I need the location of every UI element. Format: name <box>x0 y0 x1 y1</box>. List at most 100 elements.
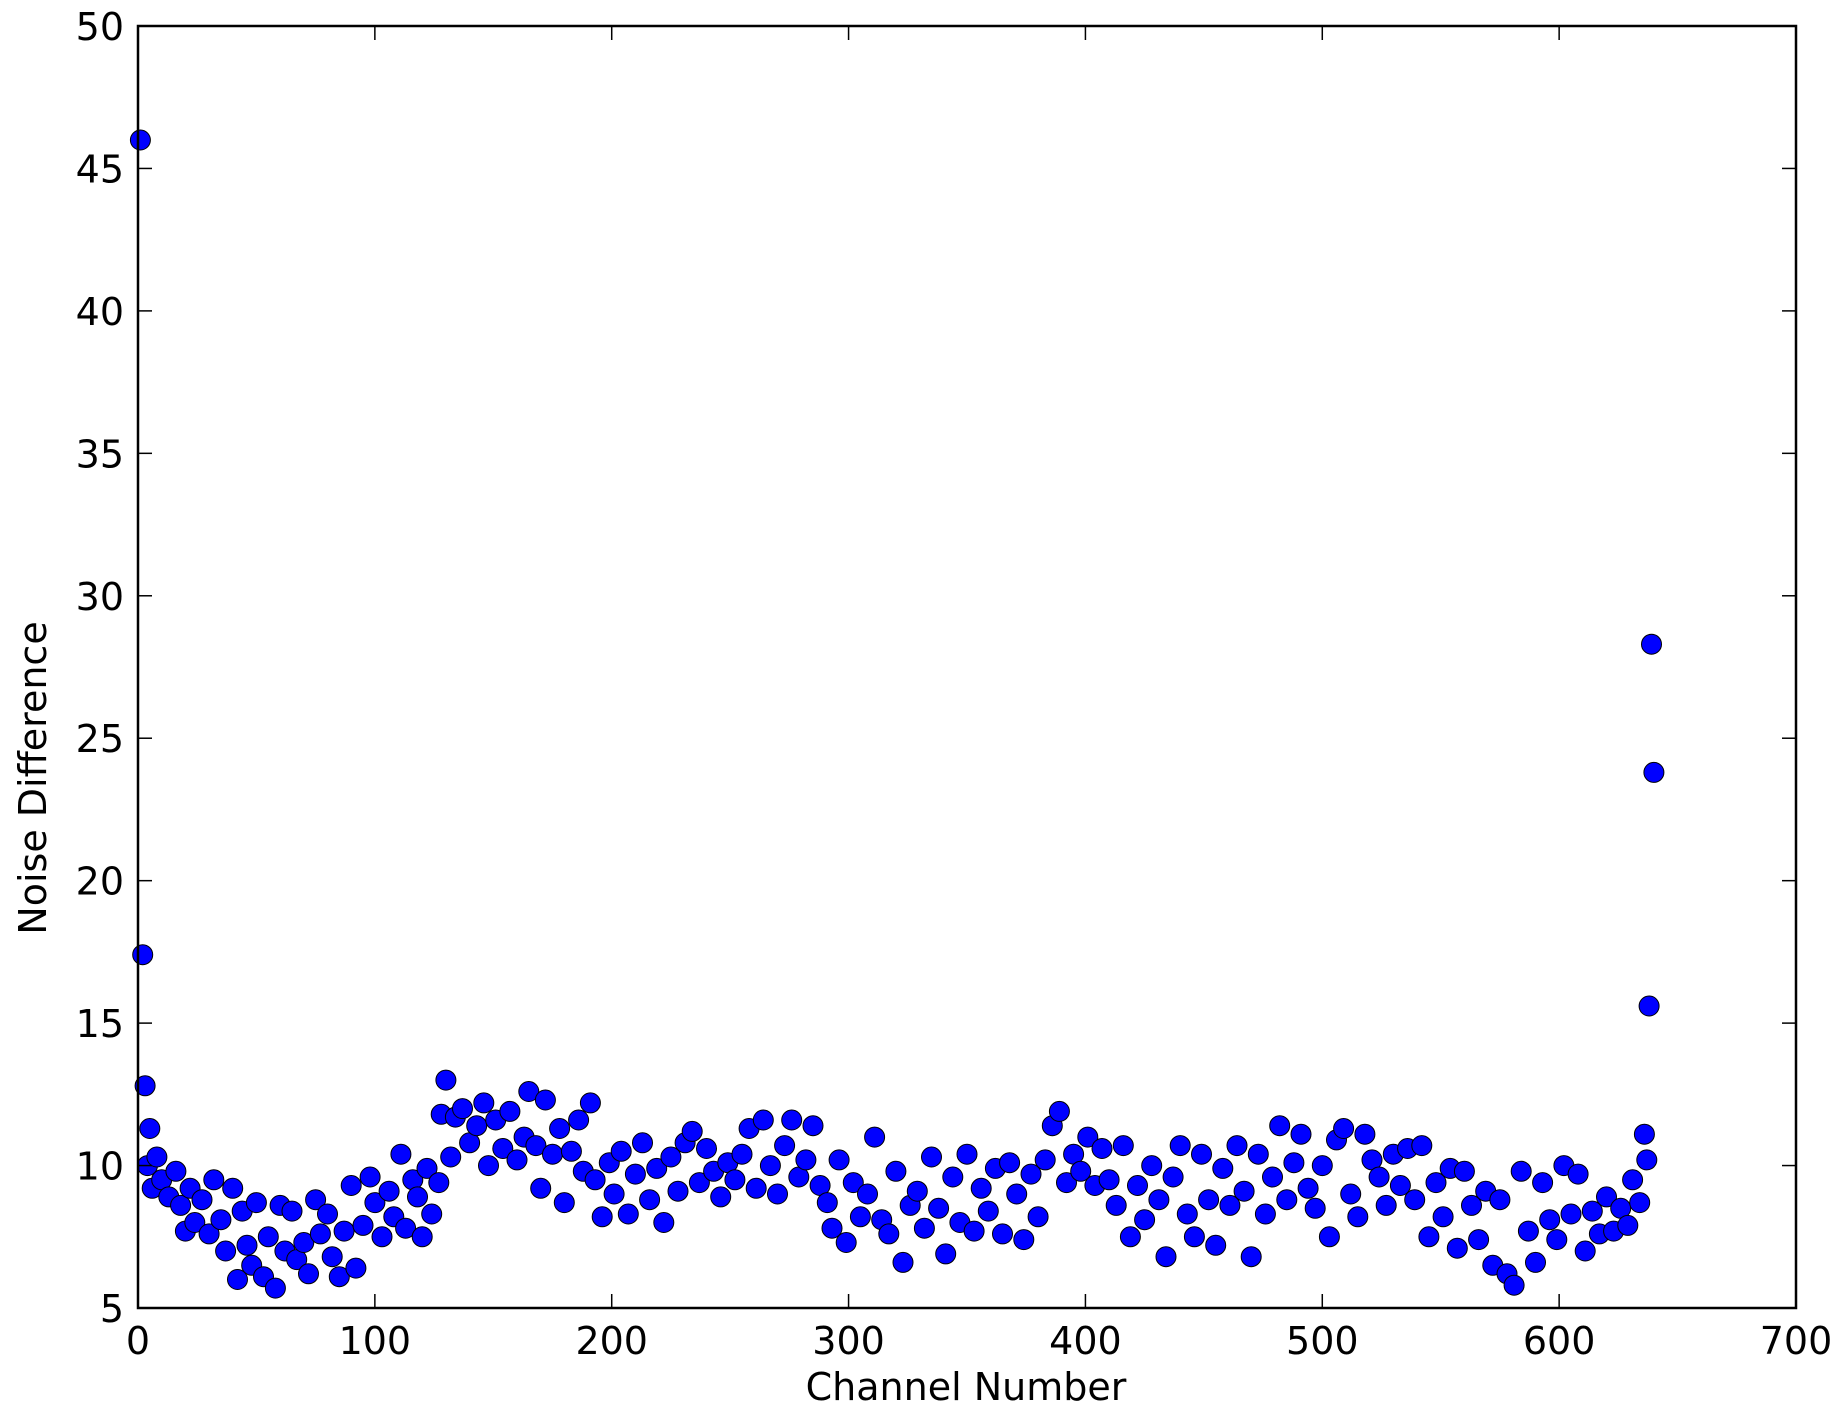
data-point <box>506 1149 528 1171</box>
data-point <box>892 1251 914 1273</box>
data-point <box>395 1217 417 1239</box>
data-point <box>1006 1183 1028 1205</box>
y-tick-label: 25 <box>76 717 124 761</box>
data-point <box>293 1232 315 1253</box>
y-tick-label: 50 <box>76 5 124 49</box>
data-point <box>795 1149 817 1171</box>
data-point <box>731 1143 753 1165</box>
data-point <box>660 1146 682 1168</box>
y-tick-label: 30 <box>76 575 124 619</box>
data-point <box>1098 1169 1120 1191</box>
data-point <box>1212 1157 1234 1179</box>
data-point <box>1119 1226 1141 1248</box>
data-point <box>435 1069 457 1091</box>
data-point <box>1643 761 1665 783</box>
data-point <box>906 1180 928 1202</box>
data-point <box>1276 1189 1298 1211</box>
data-point <box>681 1120 703 1142</box>
data-point <box>956 1143 978 1165</box>
data-point <box>774 1135 796 1157</box>
data-point <box>1169 1135 1191 1157</box>
data-point <box>170 1194 192 1216</box>
data-point <box>802 1115 824 1137</box>
data-point <box>1162 1166 1184 1188</box>
data-point <box>345 1257 367 1279</box>
data-point <box>928 1197 950 1219</box>
data-point <box>1240 1246 1262 1268</box>
y-tick-label: 5 <box>100 1287 124 1331</box>
data-point <box>653 1212 675 1233</box>
data-point <box>1347 1206 1369 1228</box>
data-point <box>466 1115 488 1137</box>
data-point <box>1311 1155 1333 1177</box>
data-point <box>184 1212 206 1233</box>
data-point <box>992 1223 1013 1245</box>
data-point <box>885 1160 907 1182</box>
data-point <box>321 1246 343 1268</box>
data-point <box>759 1155 781 1177</box>
data-point <box>359 1166 381 1188</box>
data-point <box>210 1209 232 1231</box>
data-point <box>309 1223 331 1245</box>
data-point <box>1020 1163 1042 1185</box>
data-point <box>1048 1100 1070 1122</box>
data-point <box>821 1217 843 1239</box>
data-point <box>411 1226 433 1248</box>
data-point <box>667 1180 689 1202</box>
data-point <box>781 1109 803 1131</box>
data-point <box>624 1163 646 1185</box>
data-point <box>1056 1172 1077 1194</box>
y-tick-label: 35 <box>76 432 124 476</box>
data-point <box>440 1146 462 1168</box>
data-point <box>1318 1226 1340 1248</box>
data-point <box>1375 1194 1397 1216</box>
data-point <box>1629 1192 1651 1214</box>
data-point <box>473 1092 495 1114</box>
data-point <box>835 1232 857 1253</box>
plot-frame <box>136 24 1798 1310</box>
data-point <box>828 1149 850 1171</box>
data-point <box>317 1203 338 1225</box>
data-point <box>1141 1155 1163 1177</box>
data-point <box>1446 1237 1468 1259</box>
data-point <box>1247 1143 1269 1165</box>
data-point <box>1641 633 1662 655</box>
data-point <box>1425 1172 1447 1194</box>
data-point <box>767 1183 788 1205</box>
data-point <box>1134 1209 1156 1231</box>
data-point <box>1226 1135 1248 1157</box>
data-point <box>1617 1214 1639 1236</box>
data-point <box>1546 1229 1568 1251</box>
data-point <box>298 1263 319 1285</box>
x-tick-label: 700 <box>1760 1319 1833 1363</box>
data-point <box>816 1192 838 1214</box>
ticks-layer: 0 100 200 300 400 500 600 700 5 10 15 20 25 30 35 40 45 5… <box>76 5 1833 1363</box>
data-point <box>198 1223 220 1245</box>
data-point <box>942 1166 964 1188</box>
data-point <box>1574 1240 1596 1262</box>
data-point <box>492 1138 514 1159</box>
data-point <box>227 1269 248 1290</box>
data-point <box>1453 1160 1475 1182</box>
data-point <box>568 1109 590 1131</box>
data-point <box>1183 1226 1205 1248</box>
data-point <box>1233 1180 1255 1202</box>
data-point <box>970 1177 992 1199</box>
data-point <box>1633 1123 1655 1145</box>
data-point <box>1027 1206 1049 1228</box>
data-point <box>1525 1251 1546 1273</box>
data-point <box>1219 1194 1241 1216</box>
data-point <box>1638 995 1660 1017</box>
data-point <box>1290 1123 1312 1145</box>
data-point <box>407 1186 428 1208</box>
data-point <box>499 1100 521 1122</box>
data-point <box>724 1169 746 1191</box>
x-axis-label: Channel Number <box>806 1365 1127 1408</box>
data-point <box>935 1243 957 1265</box>
data-point <box>1489 1189 1511 1211</box>
x-tick-label: 0 <box>126 1319 150 1363</box>
data-point <box>842 1172 864 1194</box>
data-point <box>1636 1149 1658 1171</box>
data-point <box>165 1160 187 1182</box>
